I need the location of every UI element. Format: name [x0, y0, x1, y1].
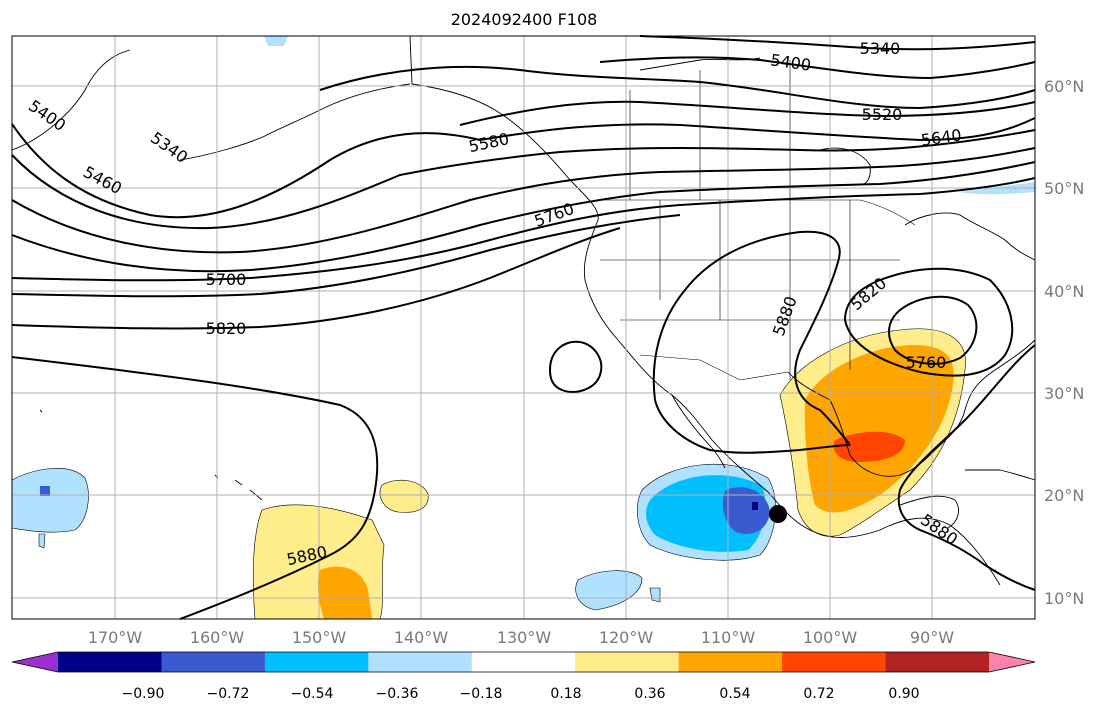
anomaly-negative-mexico-core	[722, 487, 770, 534]
storm-center-dot	[769, 505, 787, 523]
colorbar-tick-label: 0.54	[719, 686, 750, 702]
coastline-yucatan	[899, 495, 959, 529]
contour-5880-east	[652, 230, 851, 446]
contour-5700-label-line	[11, 177, 1036, 282]
lat-label: 10°N	[1044, 589, 1084, 608]
contour-label-5700: 5700	[206, 270, 247, 289]
anomaly-negative-mexico-peak	[752, 502, 758, 510]
colorbar-swatch	[161, 652, 266, 672]
colorbar-swatch	[264, 652, 369, 672]
lon-label: 140°W	[394, 628, 449, 647]
contour-5880-gulf	[897, 344, 1036, 591]
colorbar-swatch	[58, 652, 162, 672]
border-us-mexico	[639, 354, 789, 381]
anomaly-negative-tiny	[38, 533, 46, 549]
contour-5820-east	[843, 267, 1014, 377]
contour-5400-top	[599, 56, 1036, 80]
border-canada-us	[600, 199, 916, 226]
border-province	[629, 60, 791, 200]
lon-label: 120°W	[599, 628, 654, 647]
contour-label-5520: 5520	[862, 105, 903, 124]
lon-label: 150°W	[292, 628, 347, 647]
colorbar-tick-label: 0.90	[888, 686, 919, 702]
map-title: 2024092400 F108	[451, 10, 598, 29]
lon-label: 170°W	[88, 628, 143, 647]
coastline-north-america-west	[409, 35, 1001, 586]
colorbar-tick-label: 0.72	[803, 686, 834, 702]
contour-5760-west	[11, 161, 1036, 273]
lon-label: 110°W	[701, 628, 756, 647]
lat-label: 20°N	[1044, 486, 1084, 505]
anomaly-negative-west	[11, 468, 89, 533]
colorbar-swatch	[368, 652, 473, 672]
anomaly-positive-gulf-red	[833, 431, 905, 462]
anomaly-negative-north	[264, 36, 288, 46]
island-pacific-small	[39, 409, 43, 413]
longitude-axis: 170°W 160°W 150°W 140°W 130°W 120°W 110°…	[88, 628, 954, 647]
contour-5340-top	[639, 35, 1036, 51]
colorbar-tick-label: −0.90	[122, 686, 165, 702]
lat-label: 60°N	[1044, 77, 1084, 96]
coastline-russia	[11, 49, 131, 151]
coastline-caribbean	[965, 469, 1036, 481]
contour-5760-east	[888, 295, 978, 365]
colorbar-swatch	[782, 652, 887, 672]
lat-label: 40°N	[1044, 282, 1084, 301]
anomaly-negative-west-core	[40, 486, 50, 496]
map-frame	[11, 35, 1036, 620]
lon-label: 130°W	[497, 628, 552, 647]
colorbar-tick-label: −0.36	[376, 686, 419, 702]
height-contours	[11, 35, 1036, 620]
colorbar-extend-low	[12, 652, 58, 672]
contour-arc-5460	[319, 65, 1036, 110]
colorbar-tick-label: −0.72	[207, 686, 250, 702]
colorbar-tick-label: −0.54	[291, 686, 334, 702]
contour-5580	[11, 117, 1036, 219]
contour-5880-low	[548, 340, 603, 393]
colorbar-swatch	[471, 652, 576, 672]
contour-5820-main	[11, 227, 621, 330]
lat-label: 50°N	[1044, 179, 1084, 198]
contour-5640	[11, 129, 1036, 230]
colorbar-tick-label: 0.36	[634, 686, 665, 702]
colorbar-swatch	[678, 652, 783, 672]
contour-5880-mexico	[654, 399, 851, 454]
contour-5880-loop	[11, 356, 379, 620]
contour-label-5340-top: 5340	[860, 39, 901, 58]
contour-label-5760-east: 5760	[906, 353, 947, 372]
lon-label: 100°W	[803, 628, 858, 647]
anomaly-negative-south	[575, 570, 643, 611]
colorbar-swatch	[885, 652, 990, 672]
anomaly-shading	[11, 36, 1035, 620]
anomaly-positive-gulf-orange	[804, 345, 954, 513]
colorbar-ticks: −0.90 −0.72 −0.54 −0.36 −0.18 0.18 0.36 …	[122, 686, 920, 702]
contour-5700	[11, 147, 1036, 254]
lon-label: 160°W	[190, 628, 245, 647]
map-panel: 5340 5400 5520 5640 5400 5340 5460 5580 …	[11, 35, 1036, 620]
colorbar-tick-label: −0.18	[460, 686, 503, 702]
coastline-alaska-peninsula	[179, 83, 411, 161]
colorbar-swatches	[12, 652, 1035, 672]
lat-label: 30°N	[1044, 384, 1084, 403]
latitude-axis: 60°N 50°N 40°N 30°N 20°N 10°N	[1044, 77, 1084, 608]
colorbar: −0.90 −0.72 −0.54 −0.36 −0.18 0.18 0.36 …	[11, 651, 1036, 702]
contour-5520	[459, 100, 1036, 126]
contour-label-5820-west: 5820	[206, 319, 247, 338]
colorbar-tick-label: 0.18	[550, 686, 581, 702]
anomaly-positive-pacific-orange	[317, 566, 372, 619]
contour-5820-west	[11, 214, 681, 298]
colorbar-extend-high	[989, 652, 1035, 672]
coastline-baja	[671, 394, 726, 469]
colorbar-frame	[11, 651, 1036, 673]
colorbar-swatch	[575, 652, 680, 672]
lon-label: 90°W	[910, 628, 954, 647]
